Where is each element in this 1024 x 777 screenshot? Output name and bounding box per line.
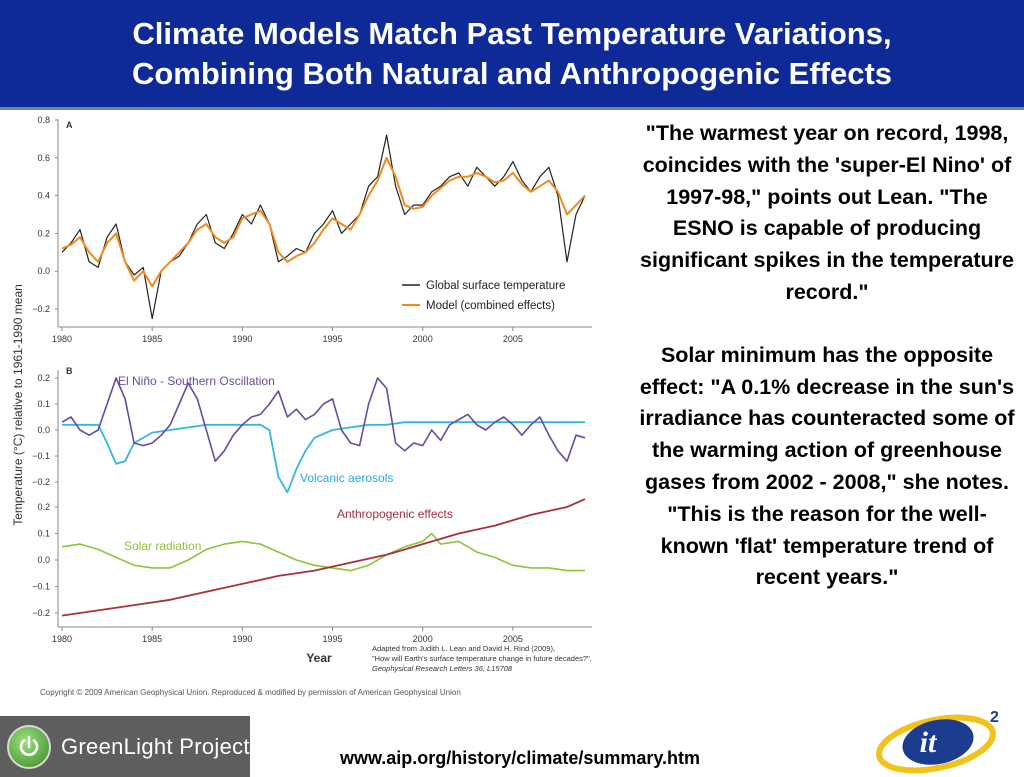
panel-b-bottom-y-tick-label: 0.0 xyxy=(37,555,50,565)
panel-a-x-tick-label: 1980 xyxy=(52,334,72,344)
panel-b-x-tick-label: 1990 xyxy=(232,634,252,644)
it2-logo-superscript: 2 xyxy=(990,709,999,726)
source-url[interactable]: www.aip.org/history/climate/summary.htm xyxy=(339,748,701,768)
panel-a-x-tick-label: 1995 xyxy=(323,334,343,344)
anthropogenic-line xyxy=(61,498,586,617)
quote-paragraph-2: Solar minimum has the opposite effect: "… xyxy=(639,342,1015,590)
it2-logo-icon: it 2 xyxy=(876,709,999,774)
panel-b-bottom-y-tick-label: 0.2 xyxy=(37,502,50,512)
panel-a-y-tick-label: 0.2 xyxy=(37,228,50,238)
panel-b-x-tick-label: 1995 xyxy=(323,634,343,644)
label-solar: Solar radiation xyxy=(124,539,201,553)
panel-b-top-y-tick-label: 0.0 xyxy=(37,425,50,435)
climate-figure: 0.8 0.6 0.4 0.2 0.0 −0.2 1980 1985 1990 1995 2000… xyxy=(0,112,625,704)
label-anthropogenic: Anthropogenic effects xyxy=(337,507,453,521)
label-enso: El Niño - Southern Oscillation xyxy=(118,374,275,388)
slide-title-line-2: Combining Both Natural and Anthropogenic… xyxy=(131,55,893,91)
panel-a-y-tick-label: 0.8 xyxy=(37,115,50,125)
legend-model: Model (combined effects) xyxy=(426,300,555,312)
panel-a-x-tick-label: 1985 xyxy=(142,334,162,344)
panel-a-label: A xyxy=(66,120,73,130)
panel-a-x-tick-label: 2000 xyxy=(413,334,433,344)
panel-b-bottom-y-tick-label: 0.1 xyxy=(37,529,50,539)
panel-b-x-tick-label: 1985 xyxy=(142,634,162,644)
panel-a-legend: Global surface temperature Model (combin… xyxy=(402,280,565,312)
panel-a-y-tick-label: −0.2 xyxy=(32,304,50,314)
citation-line-1: Adapted from Judith L. Lean and David H.… xyxy=(372,644,555,653)
power-icon xyxy=(7,724,51,769)
observed-temperature-line xyxy=(61,134,586,320)
y-axis-label: Temperature (°C) relative to 1961-1990 m… xyxy=(11,284,25,526)
panel-b-top-y-tick-label: 0.1 xyxy=(37,399,50,409)
citation-line-2: "How will Earth's surface temperature ch… xyxy=(372,654,592,663)
slide-header: Climate Models Match Past Temperature Va… xyxy=(0,0,1024,110)
panel-a-x-tick-label: 2005 xyxy=(503,334,523,344)
panel-a: 0.8 0.6 0.4 0.2 0.0 −0.2 1980 1985 1990 1995 2000… xyxy=(32,115,592,344)
panel-b-bottom-y-tick-label: −0.2 xyxy=(32,608,50,618)
climate-chart-svg: 0.8 0.6 0.4 0.2 0.0 −0.2 1980 1985 1990 1995 2000… xyxy=(11,115,592,697)
label-volcanic: Volcanic aerosols xyxy=(300,471,393,485)
panel-a-y-tick-label: 0.6 xyxy=(37,153,50,163)
legend-observed: Global surface temperature xyxy=(426,280,565,292)
citation-line-3: Geophysical Research Letters 36, L15708 xyxy=(372,664,513,673)
panel-a-y-tick-label: 0.0 xyxy=(37,266,50,276)
panel-b-top-y-tick-label: 0.2 xyxy=(37,373,50,383)
panel-a-y-tick-label: 0.4 xyxy=(37,191,50,201)
panel-b-top-y-tick-label: −0.1 xyxy=(32,451,50,461)
greenlight-logo: GreenLight Project xyxy=(0,716,250,777)
solar-radiation-line xyxy=(61,532,585,572)
it2-logo-text: it xyxy=(920,726,938,759)
greenlight-logo-text: GreenLight Project xyxy=(61,733,250,759)
panel-b-x-tick-label: 1980 xyxy=(52,634,72,644)
panel-b-bottom-y-tick-label: −0.1 xyxy=(32,582,50,592)
panel-a-x-tick-label: 1990 xyxy=(232,334,252,344)
copyright-text: Copyright © 2009 American Geophysical Un… xyxy=(40,688,461,697)
volcanic-aerosols-line xyxy=(62,421,585,494)
model-combined-line xyxy=(61,156,586,288)
panel-b-x-tick-label: 2005 xyxy=(503,634,523,644)
quote-text: "The warmest year on record, 1998, coinc… xyxy=(636,118,1018,594)
quote-paragraph-1: "The warmest year on record, 1998, coinc… xyxy=(640,121,1014,304)
panel-b-x-tick-label: 2000 xyxy=(413,634,433,644)
panel-b-label: B xyxy=(66,366,73,376)
panel-b: 0.2 0.1 0.0 −0.1 −0.2 0.2 0.1 0.0 −0.1 −0.2 1980… xyxy=(32,366,592,665)
enso-line xyxy=(61,377,586,463)
x-axis-label: Year xyxy=(306,651,332,665)
panel-b-top-y-tick-label: −0.2 xyxy=(32,477,50,487)
slide-title-line-1: Climate Models Match Past Temperature Va… xyxy=(132,15,892,51)
